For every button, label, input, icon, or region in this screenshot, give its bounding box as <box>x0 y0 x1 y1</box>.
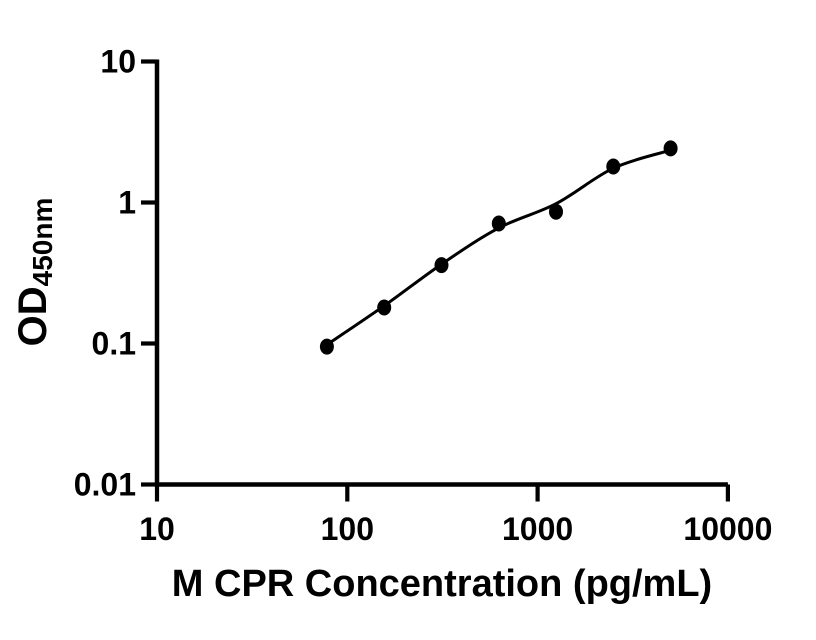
y-axis-title: OD450nm <box>11 198 58 347</box>
y-tick-label: 0.01 <box>74 467 136 503</box>
fit-curve <box>325 148 673 347</box>
x-axis-title: M CPR Concentration (pg/mL) <box>172 563 712 605</box>
x-axis-ticks <box>154 484 731 502</box>
y-tick-label: 1 <box>118 185 136 221</box>
data-points <box>319 140 678 355</box>
data-point <box>434 257 449 274</box>
x-tick-label: 100 <box>321 511 374 547</box>
y-axis-title-subscript: 450nm <box>27 198 58 287</box>
data-point <box>319 338 334 355</box>
y-axis-tick-labels: 10 1 0.1 0.01 <box>74 44 136 503</box>
x-tick-label: 10 <box>139 511 175 547</box>
y-axis-title-main: OD <box>11 286 55 346</box>
data-point <box>491 215 506 232</box>
data-point <box>377 299 392 316</box>
x-tick-label: 1000 <box>502 511 573 547</box>
x-tick-label: 10000 <box>683 511 772 547</box>
y-tick-label: 10 <box>100 44 136 80</box>
data-point <box>606 158 621 175</box>
y-tick-label: 0.1 <box>92 326 136 362</box>
data-point <box>663 140 678 157</box>
x-axis-tick-labels: 10 100 1000 10000 <box>139 511 772 547</box>
data-point <box>549 203 563 220</box>
y-axis-ticks <box>141 59 157 487</box>
